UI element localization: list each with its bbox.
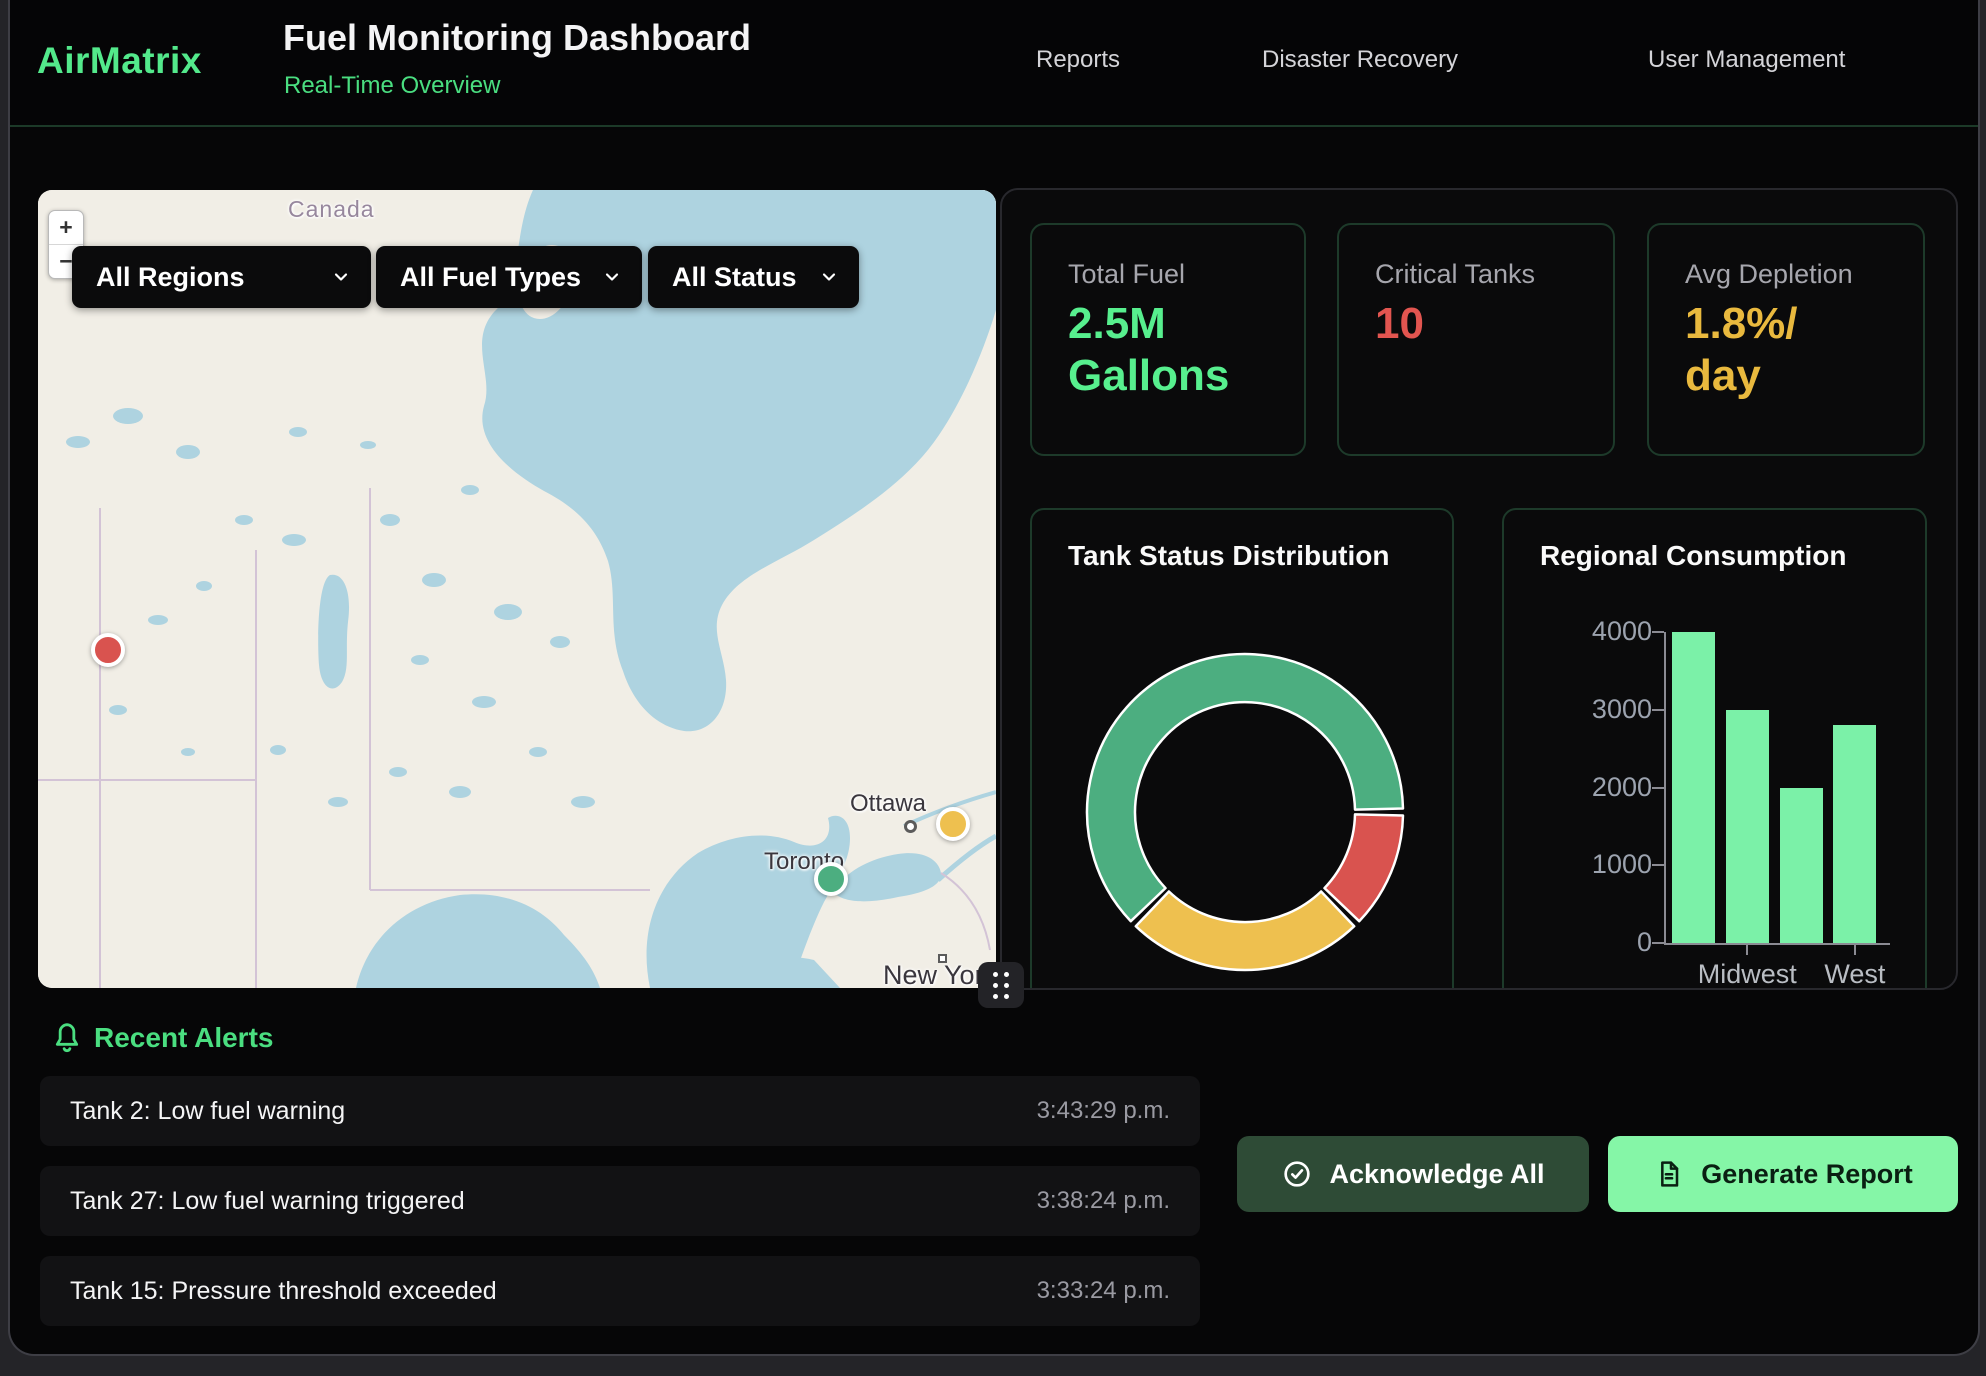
app-window: AirMatrix Fuel Monitoring Dashboard Real…: [8, 0, 1980, 1356]
map-basemap: [38, 190, 996, 988]
bar: [1726, 710, 1769, 943]
donut-chart: [1032, 510, 1454, 990]
alert-row[interactable]: Tank 27: Low fuel warning triggered 3:38…: [40, 1166, 1200, 1236]
fuel-map[interactable]: Canada Ottawa Toronto New York + − All R…: [38, 190, 996, 988]
generate-report-button[interactable]: Generate Report: [1608, 1136, 1958, 1212]
bar-chart-plot: 01000200030004000MidwestWest: [1504, 510, 1925, 990]
stat-value: 1.8%/ day: [1685, 298, 1860, 402]
region-filter-select[interactable]: All Regions: [72, 246, 371, 308]
status-filter-value: All Status: [672, 262, 797, 293]
zoom-in-button[interactable]: +: [49, 211, 83, 244]
map-label-ottawa: Ottawa: [850, 790, 926, 818]
stat-label: Critical Tanks: [1375, 259, 1613, 290]
document-icon: [1653, 1158, 1685, 1190]
map-marker[interactable]: [936, 807, 970, 841]
regional-consumption-card: Regional Consumption 01000200030004000Mi…: [1502, 508, 1927, 990]
x-axis-tick-label: West: [1785, 959, 1925, 990]
alert-time: 3:33:24 p.m.: [1037, 1277, 1170, 1305]
metrics-panel: Total Fuel 2.5M Gallons Critical Tanks 1…: [1000, 188, 1958, 990]
page-subtitle: Real-Time Overview: [284, 72, 500, 100]
x-axis-tick: [1854, 945, 1856, 955]
chevron-down-icon: [602, 267, 622, 287]
alert-text: Tank 27: Low fuel warning triggered: [70, 1187, 465, 1216]
y-axis-tick-label: 1000: [1542, 849, 1652, 880]
y-axis-tick: [1652, 631, 1664, 633]
map-attribution-grip-icon[interactable]: [978, 962, 1024, 1008]
y-axis-tick-label: 2000: [1542, 772, 1652, 803]
alert-text: Tank 15: Pressure threshold exceeded: [70, 1277, 497, 1306]
acknowledge-all-button[interactable]: Acknowledge All: [1237, 1136, 1589, 1212]
status-filter-select[interactable]: All Status: [648, 246, 859, 308]
map-marker[interactable]: [91, 633, 125, 667]
nav-item-disaster-recovery[interactable]: Disaster Recovery: [1262, 46, 1458, 74]
new-york-town-marker-icon: [938, 954, 947, 963]
nav-item-reports[interactable]: Reports: [1036, 46, 1120, 74]
alert-time: 3:43:29 p.m.: [1037, 1097, 1170, 1125]
chevron-down-icon: [819, 267, 839, 287]
stat-card-total-fuel: Total Fuel 2.5M Gallons: [1030, 223, 1306, 456]
bar: [1780, 788, 1823, 944]
region-filter-value: All Regions: [96, 262, 245, 293]
generate-report-label: Generate Report: [1701, 1159, 1913, 1190]
map-marker[interactable]: [814, 862, 848, 896]
alert-text: Tank 2: Low fuel warning: [70, 1097, 345, 1126]
stat-label: Total Fuel: [1068, 259, 1304, 290]
ottawa-town-marker-icon: [904, 820, 917, 833]
brand-logo[interactable]: AirMatrix: [37, 40, 202, 82]
y-axis-tick: [1652, 864, 1664, 866]
y-axis-tick-label: 4000: [1542, 616, 1652, 647]
y-axis-tick: [1652, 787, 1664, 789]
stat-card-critical-tanks: Critical Tanks 10: [1337, 223, 1615, 456]
alert-row[interactable]: Tank 2: Low fuel warning 3:43:29 p.m.: [40, 1076, 1200, 1146]
bar: [1833, 725, 1876, 943]
header: AirMatrix Fuel Monitoring Dashboard Real…: [10, 0, 1978, 127]
x-axis-tick: [1746, 945, 1748, 955]
y-axis-tick: [1652, 942, 1664, 944]
fuel-type-filter-select[interactable]: All Fuel Types: [376, 246, 642, 308]
nav-item-user-management[interactable]: User Management: [1648, 46, 1845, 74]
acknowledge-all-label: Acknowledge All: [1329, 1159, 1544, 1190]
page-title: Fuel Monitoring Dashboard: [283, 17, 751, 59]
map-label-canada: Canada: [288, 196, 375, 223]
fuel-type-filter-value: All Fuel Types: [400, 262, 581, 293]
y-axis-tick-label: 3000: [1542, 694, 1652, 725]
y-axis-tick: [1652, 709, 1664, 711]
stat-label: Avg Depletion: [1685, 259, 1923, 290]
bar: [1672, 632, 1715, 943]
tank-status-card: Tank Status Distribution: [1030, 508, 1454, 990]
y-axis-tick-label: 0: [1542, 927, 1652, 958]
alert-row[interactable]: Tank 15: Pressure threshold exceeded 3:3…: [40, 1256, 1200, 1326]
chevron-down-icon: [331, 267, 351, 287]
stat-card-avg-depletion: Avg Depletion 1.8%/ day: [1647, 223, 1925, 456]
check-circle-icon: [1281, 1158, 1313, 1190]
alerts-heading: Recent Alerts: [94, 1022, 273, 1054]
stat-value: 2.5M Gallons: [1068, 298, 1243, 402]
bell-icon: [47, 1016, 87, 1056]
alert-time: 3:38:24 p.m.: [1037, 1187, 1170, 1215]
stat-value: 10: [1375, 298, 1550, 350]
